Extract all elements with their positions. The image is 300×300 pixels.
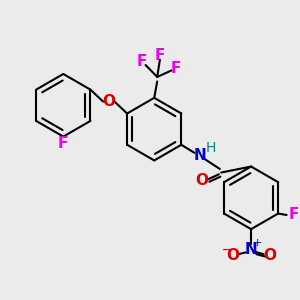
Text: F: F [289, 208, 299, 223]
Text: N: N [245, 242, 257, 257]
Text: F: F [155, 48, 165, 63]
Text: H: H [206, 141, 216, 155]
Text: F: F [170, 61, 181, 76]
Text: +: + [253, 238, 262, 248]
Text: O: O [263, 248, 276, 263]
Text: F: F [58, 136, 68, 151]
Text: O: O [226, 248, 239, 263]
Text: N: N [194, 148, 206, 163]
Text: O: O [195, 173, 208, 188]
Text: O: O [102, 94, 115, 109]
Text: F: F [136, 54, 147, 69]
Text: −: − [221, 245, 231, 255]
